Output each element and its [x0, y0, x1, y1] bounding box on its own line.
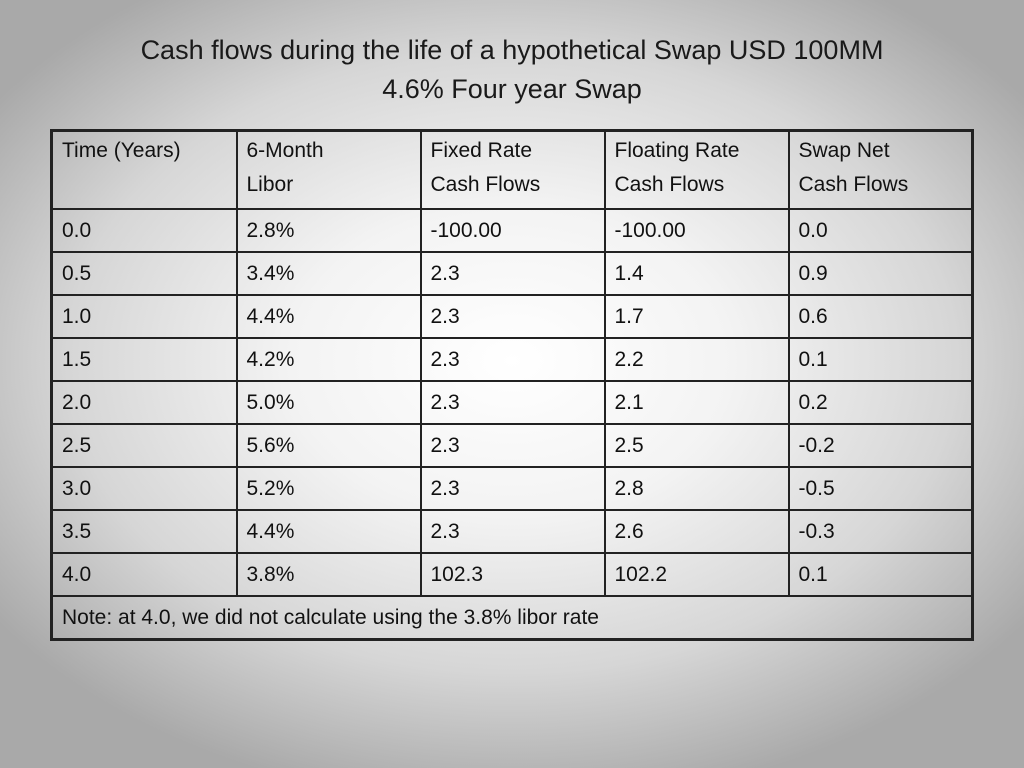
- time-years-cell: 2.0: [50, 380, 238, 425]
- header-line: 6-Month: [246, 139, 324, 162]
- fixed-cash-flow-cell: 2.3: [419, 423, 606, 468]
- libor-cell: 3.4%: [235, 251, 422, 296]
- libor-cell: 4.4%: [235, 509, 422, 554]
- libor-cell: 5.0%: [235, 380, 422, 425]
- net-cash-flow-cell: -0.2: [787, 423, 974, 468]
- libor-cell: 5.6%: [235, 423, 422, 468]
- net-cash-flow-cell: 0.0: [787, 208, 974, 253]
- slide-title: Cash flows during the life of a hypothet…: [0, 31, 1024, 109]
- fixed-cash-flow-cell: -100.00: [419, 208, 606, 253]
- net-cash-flow-cell: 0.2: [787, 380, 974, 425]
- fixed-cash-flow-cell: 2.3: [419, 251, 606, 296]
- time-years-cell: 3.0: [50, 466, 238, 511]
- time-years-cell: 1.0: [50, 294, 238, 339]
- header-floating-rate-cash-flows: Floating Rate Cash Flows: [603, 129, 790, 210]
- table-header-row: Time (Years) 6-Month Libor Fixed Rate Ca…: [50, 129, 974, 210]
- header-fixed-rate-cash-flows: Fixed Rate Cash Flows: [419, 129, 606, 210]
- net-cash-flow-cell: 0.6: [787, 294, 974, 339]
- table-row: 2.0 5.0% 2.3 2.1 0.2: [50, 380, 974, 425]
- floating-cash-flow-cell: 2.2: [603, 337, 790, 382]
- floating-cash-flow-cell: 102.2: [603, 552, 790, 597]
- time-years-cell: 3.5: [50, 509, 238, 554]
- fixed-cash-flow-cell: 2.3: [419, 466, 606, 511]
- net-cash-flow-cell: 0.9: [787, 251, 974, 296]
- fixed-cash-flow-cell: 2.3: [419, 337, 606, 382]
- slide-title-line-1: Cash flows during the life of a hypothet…: [140, 35, 884, 65]
- floating-cash-flow-cell: 2.6: [603, 509, 790, 554]
- header-swap-net-cash-flows: Swap Net Cash Flows: [787, 129, 974, 210]
- table-body: Time (Years) 6-Month Libor Fixed Rate Ca…: [50, 129, 974, 641]
- header-line: Floating Rate: [614, 139, 740, 162]
- libor-cell: 4.2%: [235, 337, 422, 382]
- time-years-cell: 2.5: [50, 423, 238, 468]
- time-years-cell: 0.5: [50, 251, 238, 296]
- libor-cell: 2.8%: [235, 208, 422, 253]
- time-years-cell: 0.0: [50, 208, 238, 253]
- fixed-cash-flow-cell: 102.3: [419, 552, 606, 597]
- table-row: 3.5 4.4% 2.3 2.6 -0.3: [50, 509, 974, 554]
- libor-cell: 3.8%: [235, 552, 422, 597]
- table-row: 0.5 3.4% 2.3 1.4 0.9: [50, 251, 974, 296]
- table-note-row: Note: at 4.0, we did not calculate using…: [50, 595, 974, 641]
- header-line: Cash Flows: [614, 173, 725, 196]
- table-row: 4.0 3.8% 102.3 102.2 0.1: [50, 552, 974, 597]
- libor-cell: 4.4%: [235, 294, 422, 339]
- floating-cash-flow-cell: 2.8: [603, 466, 790, 511]
- table-row: 2.5 5.6% 2.3 2.5 -0.2: [50, 423, 974, 468]
- table-row: 3.0 5.2% 2.3 2.8 -0.5: [50, 466, 974, 511]
- header-line: Fixed Rate: [430, 139, 533, 162]
- header-line: Cash Flows: [798, 173, 909, 196]
- time-years-cell: 4.0: [50, 552, 238, 597]
- fixed-cash-flow-cell: 2.3: [419, 380, 606, 425]
- floating-cash-flow-cell: -100.00: [603, 208, 790, 253]
- libor-cell: 5.2%: [235, 466, 422, 511]
- floating-cash-flow-cell: 2.1: [603, 380, 790, 425]
- net-cash-flow-cell: 0.1: [787, 337, 974, 382]
- net-cash-flow-cell: 0.1: [787, 552, 974, 597]
- header-time-years: Time (Years): [50, 129, 238, 210]
- net-cash-flow-cell: -0.3: [787, 509, 974, 554]
- time-years-cell: 1.5: [50, 337, 238, 382]
- table-row: 0.0 2.8% -100.00 -100.00 0.0: [50, 208, 974, 253]
- swap-cash-flow-table: Time (Years) 6-Month Libor Fixed Rate Ca…: [50, 129, 974, 641]
- fixed-cash-flow-cell: 2.3: [419, 294, 606, 339]
- slide-title-line-2: 4.6% Four year Swap: [382, 74, 642, 104]
- header-6-month-libor: 6-Month Libor: [235, 129, 422, 210]
- table-row: 1.0 4.4% 2.3 1.7 0.6: [50, 294, 974, 339]
- header-line: Libor: [246, 173, 294, 196]
- header-line: Swap Net: [798, 139, 890, 162]
- table-note: Note: at 4.0, we did not calculate using…: [50, 595, 974, 641]
- header-line: Time (Years): [62, 139, 181, 162]
- floating-cash-flow-cell: 1.7: [603, 294, 790, 339]
- floating-cash-flow-cell: 1.4: [603, 251, 790, 296]
- net-cash-flow-cell: -0.5: [787, 466, 974, 511]
- fixed-cash-flow-cell: 2.3: [419, 509, 606, 554]
- header-line: Cash Flows: [430, 173, 541, 196]
- floating-cash-flow-cell: 2.5: [603, 423, 790, 468]
- table-row: 1.5 4.2% 2.3 2.2 0.1: [50, 337, 974, 382]
